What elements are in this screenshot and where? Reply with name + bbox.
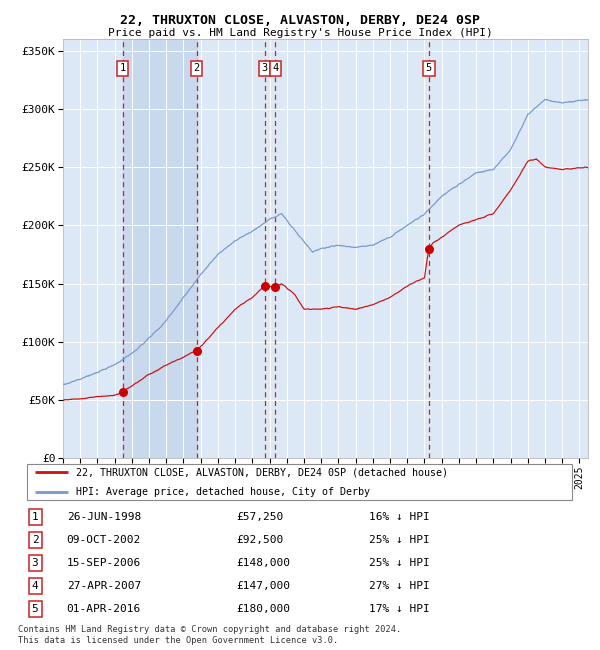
Text: 25% ↓ HPI: 25% ↓ HPI [369,535,430,545]
Text: 17% ↓ HPI: 17% ↓ HPI [369,604,430,614]
Text: 4: 4 [272,63,278,73]
Text: 26-JUN-1998: 26-JUN-1998 [67,512,141,521]
Text: 5: 5 [425,63,432,73]
Text: 5: 5 [32,604,38,614]
Text: 01-APR-2016: 01-APR-2016 [67,604,141,614]
Text: 09-OCT-2002: 09-OCT-2002 [67,535,141,545]
Text: 25% ↓ HPI: 25% ↓ HPI [369,558,430,568]
Text: HPI: Average price, detached house, City of Derby: HPI: Average price, detached house, City… [76,487,370,497]
Text: 1: 1 [32,512,38,521]
Bar [122,39,197,458]
Text: 2: 2 [194,63,200,73]
Text: 1: 1 [119,63,125,73]
Text: 16% ↓ HPI: 16% ↓ HPI [369,512,430,521]
Text: 3: 3 [262,63,268,73]
Text: 4: 4 [32,581,38,591]
Text: 27% ↓ HPI: 27% ↓ HPI [369,581,430,591]
Text: £147,000: £147,000 [236,581,290,591]
Text: 27-APR-2007: 27-APR-2007 [67,581,141,591]
Text: 2: 2 [32,535,38,545]
Text: 15-SEP-2006: 15-SEP-2006 [67,558,141,568]
Text: £180,000: £180,000 [236,604,290,614]
Text: Contains HM Land Registry data © Crown copyright and database right 2024.
This d: Contains HM Land Registry data © Crown c… [18,625,401,645]
Text: Price paid vs. HM Land Registry's House Price Index (HPI): Price paid vs. HM Land Registry's House … [107,28,493,38]
FancyBboxPatch shape [27,464,572,500]
Text: £57,250: £57,250 [236,512,284,521]
Text: 3: 3 [32,558,38,568]
Text: £92,500: £92,500 [236,535,284,545]
Text: £148,000: £148,000 [236,558,290,568]
Text: 22, THRUXTON CLOSE, ALVASTON, DERBY, DE24 0SP (detached house): 22, THRUXTON CLOSE, ALVASTON, DERBY, DE2… [76,467,448,477]
Text: 22, THRUXTON CLOSE, ALVASTON, DERBY, DE24 0SP: 22, THRUXTON CLOSE, ALVASTON, DERBY, DE2… [120,14,480,27]
